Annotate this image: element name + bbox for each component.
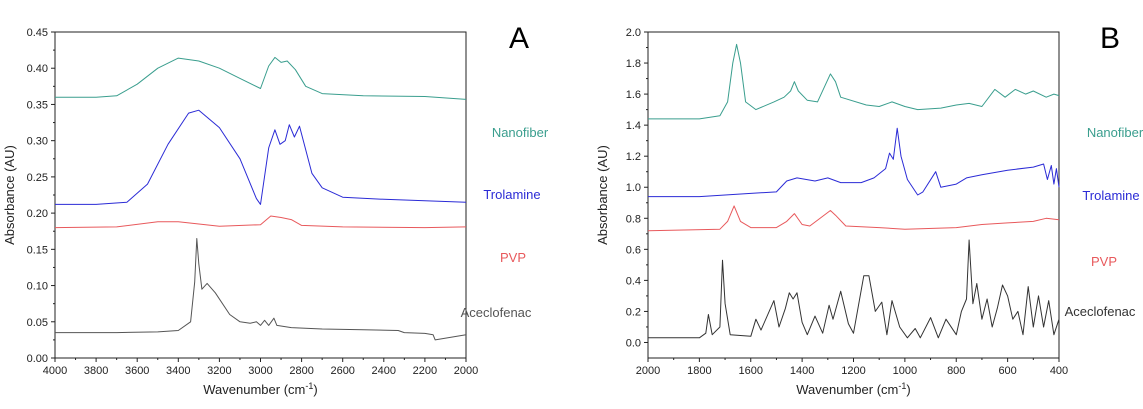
- y-tick-label: 1.2: [626, 151, 641, 163]
- series-label-trolamine: Trolamine: [1082, 188, 1139, 203]
- y-tick-label: 1.4: [626, 120, 641, 132]
- x-tick-label: 2400: [372, 365, 396, 377]
- x-tick-label: 2800: [289, 365, 313, 377]
- x-tick-label: 800: [947, 365, 965, 377]
- y-tick-label: 0.00: [27, 353, 48, 365]
- y-tick-label: 0.30: [27, 136, 48, 148]
- x-tick-label: 3000: [248, 365, 272, 377]
- series-label-pvp: PVP: [500, 250, 526, 265]
- series-label-aceclofenac: Aceclofenac: [1065, 304, 1136, 319]
- x-axis-title-text: Wavenumber (cm: [796, 382, 898, 397]
- x-tick-label: 1600: [739, 365, 763, 377]
- x-axis-title: Wavenumber (cm-1): [203, 381, 317, 397]
- y-tick-label: 0.15: [27, 244, 48, 256]
- series-label-pvp: PVP: [1091, 254, 1117, 269]
- series-line-aceclofenac: [55, 238, 467, 341]
- x-axis-title-close: ): [313, 382, 317, 397]
- y-tick-label: 0.45: [27, 27, 48, 39]
- x-axis-title: Wavenumber (cm-1): [796, 381, 910, 397]
- y-tick-label: 0.2: [626, 306, 641, 318]
- x-tick-label: 3400: [166, 365, 190, 377]
- x-tick-label: 2000: [454, 365, 478, 377]
- y-tick-label: 0.20: [27, 208, 48, 220]
- y-tick-label: 0.25: [27, 172, 48, 184]
- x-tick-label: 4000: [43, 365, 67, 377]
- panel-a-chart: 4000 3800 3600 3400 3200 3000 2800 2600 2400 2200…: [2, 22, 549, 397]
- panel-label: A: [509, 22, 529, 55]
- series-label-trolamine: Trolamine: [483, 187, 540, 202]
- y-tick-label: 0.10: [27, 281, 48, 293]
- x-tick-label: 1400: [790, 365, 814, 377]
- x-tick-label: 2600: [330, 365, 354, 377]
- x-axis-title-superscript: -1: [898, 381, 906, 391]
- x-tick-label: 3800: [84, 365, 108, 377]
- y-tick-label: 0.40: [27, 63, 48, 75]
- y-tick-label: 0.6: [626, 244, 641, 256]
- plot-frame: [54, 31, 467, 359]
- x-axis-title-text: Wavenumber (cm: [203, 382, 305, 397]
- x-tick-label: 3600: [125, 365, 149, 377]
- series-line-nanofiber: [648, 43, 1060, 120]
- x-tick-label: 2000: [636, 365, 660, 377]
- x-axis-title-close: ): [906, 382, 910, 397]
- y-axis-title: Absorbance (AU): [595, 145, 610, 245]
- series-line-pvp: [647, 205, 1060, 232]
- y-tick-label: 1.8: [626, 58, 641, 70]
- y-tick-label: 1.6: [626, 89, 641, 101]
- series-label-nanofiber: Nanofiber: [492, 125, 549, 140]
- x-tick-label: 1200: [841, 365, 865, 377]
- series-line-nanofiber: [55, 56, 467, 100]
- panel-b-chart: 2000 1800 1600 1400 1200 1000 800 600 400 0.0 0.2 0…: [595, 22, 1143, 397]
- y-tick-label: 0.35: [27, 99, 48, 111]
- x-tick-label: 400: [1050, 365, 1068, 377]
- x-tick-label: 3200: [207, 365, 231, 377]
- x-tick-label: 600: [998, 365, 1016, 377]
- y-tick-label: 0.05: [27, 317, 48, 329]
- y-tick-label: 0.8: [626, 213, 641, 225]
- y-tick-label: 1.0: [626, 182, 641, 194]
- x-tick-label: 1800: [687, 365, 711, 377]
- series-line-pvp: [54, 215, 467, 229]
- series-line-trolamine: [648, 127, 1060, 198]
- panel-label: B: [1100, 22, 1120, 55]
- y-tick-label: 2.0: [626, 27, 641, 39]
- x-tick-label: 1000: [893, 365, 917, 377]
- y-tick-label: 0.0: [626, 337, 641, 349]
- series-label-nanofiber: Nanofiber: [1087, 125, 1143, 140]
- y-tick-label: 0.4: [626, 275, 641, 287]
- series-line-trolamine: [55, 109, 467, 205]
- series-line-aceclofenac: [648, 239, 1060, 339]
- x-axis-title-superscript: -1: [305, 381, 313, 391]
- series-label-aceclofenac: Aceclofenac: [461, 305, 532, 320]
- x-tick-label: 2200: [413, 365, 437, 377]
- y-axis-title: Absorbance (AU): [2, 145, 17, 245]
